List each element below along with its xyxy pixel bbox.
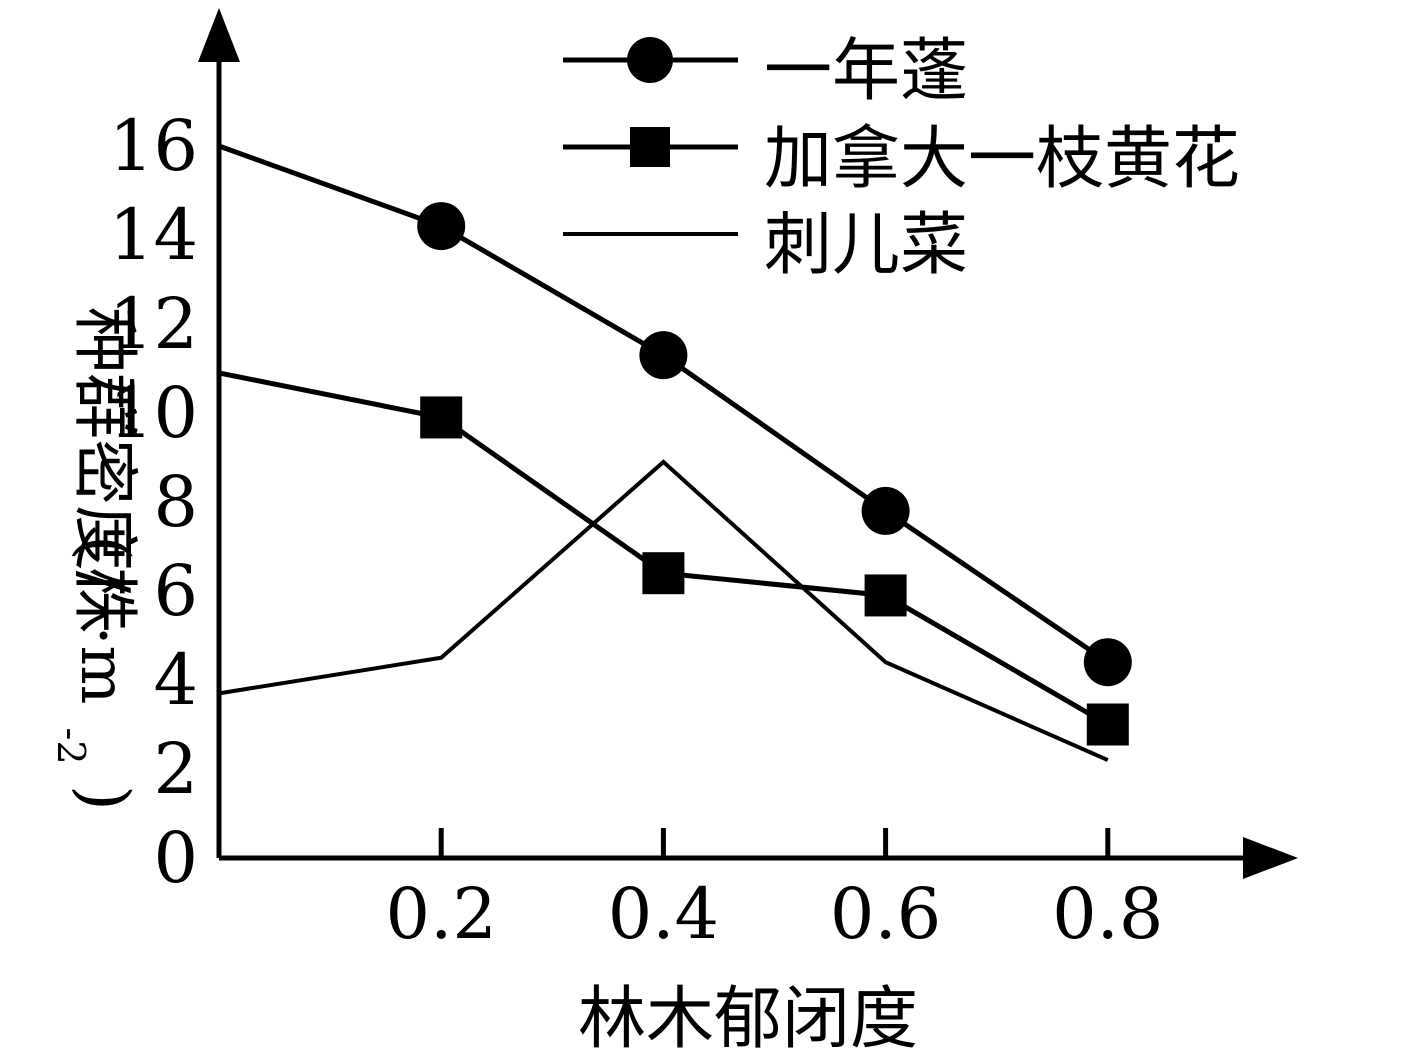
legend-label-2: 加拿大一枝黄花 [764,120,1240,199]
legend-item-3: 刺儿菜 [563,206,968,285]
x-tick-label-0.6: 0.6 [830,873,941,955]
data-point-circle-1-2 [639,331,688,380]
x-tick-label-0.8: 0.8 [1052,873,1163,955]
legend-label-1: 一年蓬 [764,32,968,111]
legend-item-2: 加拿大一枝黄花 [563,120,1240,199]
y-axis-label-main: 种群密度/ [66,307,143,594]
series-layer [218,143,1132,762]
y-tick-label-2: 2 [153,728,198,810]
legend-label-3: 刺儿菜 [764,206,968,285]
y-axis-label-unit-word: 株 [66,567,143,633]
legend-circle-marker [627,37,673,83]
x-axis-arrow [1243,837,1298,879]
axes [198,8,1298,879]
y-tick-label-10: 10 [109,372,198,454]
legend: 一年蓬 加拿大一枝黄花 刺儿菜 [563,32,1240,285]
y-axis-label-unit-exp: -2 [49,727,93,764]
y-tick-label-4: 4 [153,639,198,721]
data-point-square-2-3 [864,574,907,617]
y-tick-label-16: 16 [109,105,198,187]
y-axis-label: 种群密度/ ( 株 ·m -2 ) [49,307,143,811]
y-tick-label-8: 8 [153,461,198,543]
y-tick-label-6: 6 [153,550,198,632]
y-axis-label-unit-m: ·m [67,626,140,705]
x-tick-label-0.2: 0.2 [386,873,497,955]
data-point-circle-1-3 [861,486,910,535]
data-point-circle-1-4 [1083,638,1132,687]
y-axis-arrow [198,8,240,62]
series-line-3 [218,459,1109,762]
y-tick-label-0: 0 [153,817,198,899]
legend-square-marker [630,127,670,167]
data-point-square-2-1 [420,396,463,439]
y-axis-label-paren-close: ) [66,785,143,811]
x-ticks: 0.2 0.4 0.6 0.8 [386,828,1163,955]
data-point-square-2-2 [642,552,685,595]
legend-item-1: 一年蓬 [563,32,968,111]
data-point-circle-1-1 [417,202,466,251]
data-point-square-2-4 [1086,703,1129,746]
x-tick-label-0.4: 0.4 [608,873,719,955]
y-tick-label-12: 12 [109,283,198,365]
y-axis-label-paren-open: ( [66,535,143,561]
y-tick-label-14: 14 [109,194,198,276]
x-axis-label: 林木郁闭度 [578,980,918,1059]
